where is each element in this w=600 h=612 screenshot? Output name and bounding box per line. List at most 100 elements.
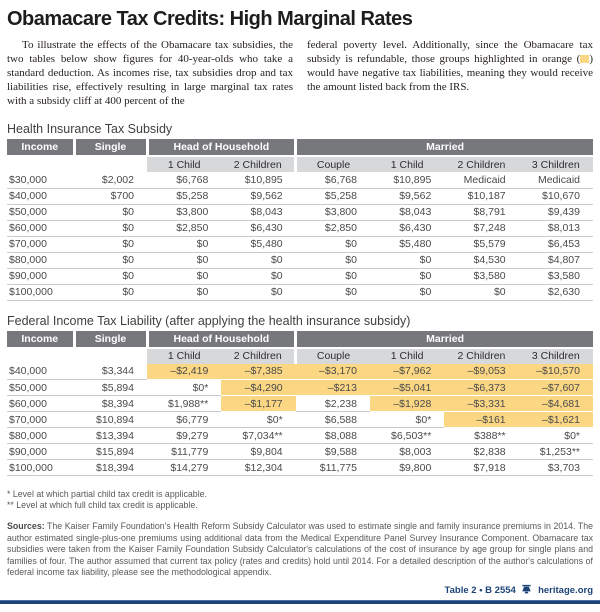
income-cell: $70,000 — [7, 236, 74, 253]
heritage-site-link[interactable]: heritage.org — [538, 584, 593, 596]
value-cell: $0 — [369, 284, 445, 301]
value-cell-highlighted: –$9,053 — [444, 363, 519, 380]
value-cell: $10,895 — [221, 172, 296, 189]
value-cell: $700 — [74, 188, 147, 205]
value-cell: $0 — [74, 236, 147, 253]
value-cell: $12,304 — [221, 459, 296, 476]
value-cell: $5,894 — [74, 379, 147, 396]
subcol-married-1-child: 1 Child — [369, 347, 445, 364]
value-cell: $3,800 — [147, 204, 222, 221]
liability-table-title: Federal Income Tax Liability (after appl… — [7, 313, 411, 328]
value-cell: $7,918 — [444, 459, 519, 476]
intro-right-text-after: ) would have negative tax liabilities, m… — [307, 53, 593, 93]
income-cell: $80,000 — [7, 252, 74, 269]
value-cell: $8,088 — [295, 427, 370, 444]
value-cell: $8,394 — [74, 395, 147, 412]
subcol-married-2-children: 2 Children — [444, 347, 519, 364]
table-row: $80,000 $0 $0 $0 $0 $0 $4,530 $4,807 — [7, 252, 593, 269]
value-cell: Medicaid — [518, 172, 593, 189]
value-cell: $8,013 — [518, 220, 593, 237]
value-cell-highlighted: –$161 — [444, 411, 519, 428]
intro-right-column: federal poverty level. Additionally, sin… — [307, 38, 593, 108]
subsidy-table-title: Health Insurance Tax Subsidy — [7, 122, 173, 136]
sources-label: Sources: — [7, 521, 45, 531]
income-cell: $100,000 — [7, 284, 74, 301]
value-cell: $3,580 — [444, 268, 519, 285]
table-row: $90,000 $15,894 $11,779 $9,804 $9,588 $8,003 $… — [7, 443, 593, 460]
income-cell: $90,000 — [7, 268, 74, 285]
value-cell-highlighted: –$7,607 — [518, 379, 593, 396]
value-cell: $9,279 — [147, 427, 222, 444]
table-row: $60,000 $0 $2,850 $6,430 $2,850 $6,430 $7,248 $… — [7, 220, 593, 237]
table-row: $60,000 $8,394 $1,988** –$1,177 $2,238 –$1,92… — [7, 395, 593, 412]
subcol-hoh-1-child: 1 Child — [147, 347, 222, 364]
subcol-hoh-2-children: 2 Children — [221, 156, 298, 172]
value-cell: $18,394 — [74, 459, 147, 476]
value-cell: $2,630 — [518, 284, 593, 301]
value-cell-highlighted: –$6,373 — [444, 379, 519, 396]
income-cell: $100,000 — [7, 459, 74, 476]
income-cell: $50,000 — [7, 379, 74, 396]
page-title: Obamacare Tax Credits: High Marginal Rat… — [7, 8, 413, 30]
value-cell: $9,439 — [518, 204, 593, 221]
footnote-full-credit: ** Level at which full child tax credit … — [7, 500, 198, 510]
value-cell-highlighted: –$1,177 — [221, 395, 296, 412]
value-cell: $8,043 — [221, 204, 296, 221]
table-row: $100,000 $18,394 $14,279 $12,304 $11,775 $9,8… — [7, 459, 593, 476]
value-cell: $8,003 — [369, 443, 445, 460]
value-cell: $6,768 — [147, 172, 222, 189]
sources-text: The Kaiser Family Foundation's Health Re… — [7, 521, 593, 577]
subcol-hoh-2-children: 2 Children — [221, 347, 298, 364]
value-cell-highlighted: –$4,681 — [518, 395, 593, 412]
value-cell: $2,238 — [295, 395, 370, 412]
footnotes: * Level at which partial child tax credi… — [7, 489, 593, 511]
value-cell-highlighted: –$7,962 — [369, 363, 445, 380]
subcol-married-couple: Couple — [295, 347, 370, 364]
table-row: $100,000 $0 $0 $0 $0 $0 $0 $2,630 — [7, 284, 593, 301]
value-cell: $9,804 — [221, 443, 296, 460]
value-cell: $0 — [147, 252, 222, 269]
value-cell: $6,779 — [147, 411, 222, 428]
subheader-row: 1 Child 2 Children Couple 1 Child 2 Chil… — [7, 156, 593, 172]
figure-number: Table 2 • B 2554 — [444, 584, 516, 596]
value-cell-highlighted: –$1,621 — [518, 411, 593, 428]
col-header-single: Single — [74, 139, 149, 157]
col-header-income: Income — [7, 330, 76, 349]
value-cell: $9,588 — [295, 443, 370, 460]
value-cell: $11,775 — [295, 459, 370, 476]
table-row: $70,000 $10,894 $6,779 $0* $6,588 $0* –$161 –$1… — [7, 411, 593, 428]
value-cell: $10,894 — [74, 411, 147, 428]
footnote-partial-credit: * Level at which partial child tax credi… — [7, 489, 207, 499]
value-cell: $1,253** — [518, 443, 593, 460]
value-cell: $6,430 — [369, 220, 445, 237]
value-cell-highlighted: –$1,928 — [369, 395, 445, 412]
value-cell: $0 — [295, 252, 370, 269]
value-cell: $7,034** — [221, 427, 296, 444]
liability-table: Income Single Head of Household Married … — [7, 330, 593, 476]
table-row: $50,000 $5,894 $0* –$4,290 –$213 –$5,041 –$6,3… — [7, 379, 593, 396]
col-group-head-of-household: Head of Household — [147, 139, 298, 157]
value-cell: $11,779 — [147, 443, 222, 460]
col-group-married: Married — [295, 330, 593, 349]
value-cell-highlighted: –$2,419 — [147, 363, 222, 380]
value-cell: $0 — [74, 268, 147, 285]
value-cell: $3,344 — [74, 363, 147, 380]
col-group-married: Married — [295, 139, 593, 157]
value-cell: $0 — [221, 284, 296, 301]
income-cell: $60,000 — [7, 220, 74, 237]
value-cell: $0 — [221, 252, 296, 269]
table-row: $40,000 $700 $5,258 $9,562 $5,258 $9,562 $10,1… — [7, 188, 593, 205]
income-cell: $40,000 — [7, 188, 74, 205]
subcol-married-3-children: 3 Children — [518, 156, 593, 172]
heritage-bell-logo-icon — [521, 584, 532, 598]
value-cell: $2,850 — [295, 220, 370, 237]
intro-left-column: To illustrate the effects of the Obamaca… — [7, 39, 293, 107]
value-cell: $6,588 — [295, 411, 370, 428]
value-cell: $1,988** — [147, 395, 222, 412]
value-cell: $8,043 — [369, 204, 445, 221]
income-cell: $50,000 — [7, 204, 74, 221]
value-cell-highlighted: –$10,570 — [518, 363, 593, 380]
value-cell: $0* — [369, 411, 445, 428]
intro-text: To illustrate the effects of the Obamaca… — [7, 38, 593, 108]
value-cell: $0 — [221, 268, 296, 285]
